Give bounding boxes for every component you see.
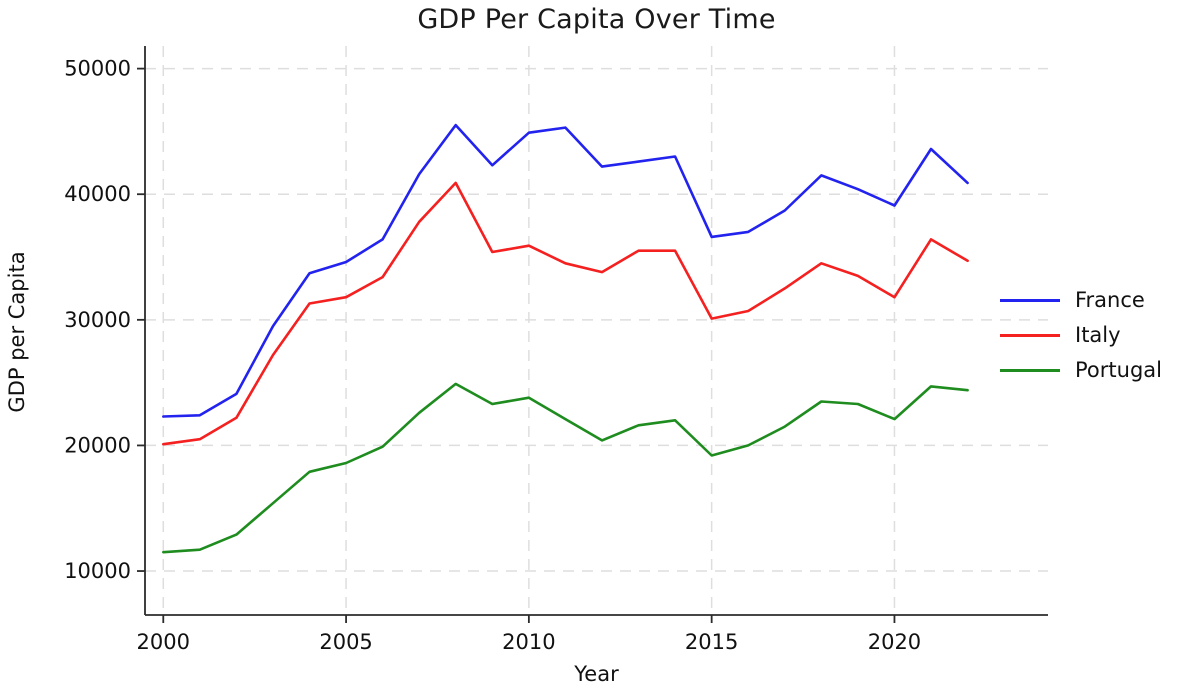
- legend-label-italy: Italy: [1075, 323, 1121, 347]
- y-tick-label-20000: 20000: [64, 433, 131, 457]
- x-axis-title: Year: [574, 662, 619, 686]
- y-tick-label-10000: 10000: [64, 559, 131, 583]
- legend-item-portugal: Portugal: [1000, 358, 1162, 382]
- x-tick-label-2020: 2020: [868, 630, 921, 654]
- france-line-swatch: [1000, 298, 1060, 302]
- x-tick-label-2005: 2005: [319, 630, 372, 654]
- line-italy: [162, 181, 969, 446]
- y-tick-label-30000: 30000: [64, 308, 131, 332]
- chart-title: GDP Per Capita Over Time: [417, 4, 776, 35]
- legend-item-italy: Italy: [1000, 323, 1162, 347]
- italy-line-swatch: [1000, 333, 1060, 337]
- legend-item-france: France: [1000, 288, 1162, 312]
- x-tick-label-2010: 2010: [502, 630, 555, 654]
- x-tick-label-2000: 2000: [137, 630, 190, 654]
- legend-label-france: France: [1075, 288, 1145, 312]
- legend: France Italy Portugal: [1000, 288, 1162, 382]
- line-france: [162, 123, 969, 418]
- x-tick-label-2015: 2015: [685, 630, 738, 654]
- legend-label-portugal: Portugal: [1075, 358, 1162, 382]
- line-portugal: [162, 382, 969, 554]
- portugal-line-swatch: [1000, 368, 1060, 372]
- y-axis-title: GDP per Capita: [5, 251, 29, 413]
- y-tick-label-50000: 50000: [64, 57, 131, 81]
- y-tick-label-40000: 40000: [64, 182, 131, 206]
